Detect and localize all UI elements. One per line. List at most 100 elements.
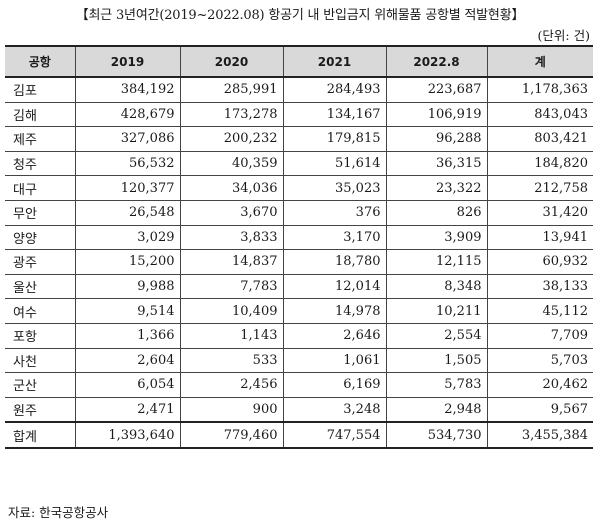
table-row: 울산 9,988 7,783 12,014 8,348 38,133	[5, 273, 593, 300]
table-cell: 56,532	[74, 150, 181, 177]
detection-table: 공항 2019 2020 2021 2022.8 계 김포 384,192 28…	[5, 45, 593, 449]
table-cell: 26,548	[74, 199, 181, 226]
table-cell: 376	[282, 199, 387, 226]
airport-name: 울산	[5, 273, 76, 300]
table-row: 사천 2,604 533 1,061 1,505 5,703	[5, 347, 593, 374]
table-cell: 34,036	[179, 175, 284, 201]
table-row: 원주 2,471 900 3,248 2,948 9,567	[5, 396, 593, 423]
table-cell: 2,456	[179, 372, 284, 398]
airport-name: 김해	[5, 101, 76, 128]
airport-name: 청주	[5, 150, 76, 177]
airport-name: 양양	[5, 224, 76, 251]
table-cell: 1,505	[385, 347, 488, 374]
airport-name: 김포	[5, 76, 76, 103]
table-cell: 1,178,363	[486, 76, 593, 103]
table-cell: 2,646	[282, 322, 387, 349]
table-cell: 51,614	[282, 150, 387, 177]
table-cell: 7,709	[486, 322, 593, 349]
table-cell: 6,054	[74, 372, 181, 398]
airport-name: 대구	[5, 175, 76, 201]
airport-name: 사천	[5, 347, 76, 374]
table-cell: 2,554	[385, 322, 488, 349]
total-cell: 779,460	[179, 421, 284, 449]
table-cell: 60,932	[486, 249, 593, 275]
table-cell: 10,211	[385, 298, 488, 324]
table-cell: 134,167	[282, 101, 387, 128]
table-cell: 3,833	[179, 224, 284, 251]
source-note: 자료: 한국공항공사	[8, 505, 109, 520]
column-header-2022-8: 2022.8	[385, 45, 488, 78]
column-header-total: 계	[486, 45, 593, 78]
total-cell: 3,455,384	[486, 421, 593, 449]
table-row: 김포 384,192 285,991 284,493 223,687 1,178…	[5, 76, 593, 103]
table-cell: 40,359	[179, 150, 284, 177]
table-cell: 18,780	[282, 249, 387, 275]
unit-label: (단위: 건)	[537, 28, 590, 43]
table-cell: 212,758	[486, 175, 593, 201]
table-cell: 1,143	[179, 322, 284, 349]
airport-name: 제주	[5, 126, 76, 152]
header-row: 공항 2019 2020 2021 2022.8 계	[5, 45, 593, 78]
table-cell: 2,604	[74, 347, 181, 374]
airport-name: 군산	[5, 372, 76, 398]
table-row: 포항 1,366 1,143 2,646 2,554 7,709	[5, 322, 593, 349]
table-cell: 120,377	[74, 175, 181, 201]
table-cell: 106,919	[385, 101, 488, 128]
table-cell: 3,670	[179, 199, 284, 226]
airport-name: 광주	[5, 249, 76, 275]
table-cell: 15,200	[74, 249, 181, 275]
table-cell: 900	[179, 396, 284, 423]
table-row: 대구 120,377 34,036 35,023 23,322 212,758	[5, 175, 593, 201]
total-cell: 534,730	[385, 421, 488, 449]
column-header-2019: 2019	[74, 45, 181, 78]
table-row: 양양 3,029 3,833 3,170 3,909 13,941	[5, 224, 593, 251]
table-row: 군산 6,054 2,456 6,169 5,783 20,462	[5, 372, 593, 398]
table-cell: 533	[179, 347, 284, 374]
table-cell: 826	[385, 199, 488, 226]
table-cell: 384,192	[74, 76, 181, 103]
table-cell: 3,248	[282, 396, 387, 423]
table-cell: 2,471	[74, 396, 181, 423]
table-cell: 9,567	[486, 396, 593, 423]
table-cell: 327,086	[74, 126, 181, 152]
table-cell: 12,014	[282, 273, 387, 300]
table-cell: 173,278	[179, 101, 284, 128]
table-cell: 10,409	[179, 298, 284, 324]
table-cell: 6,169	[282, 372, 387, 398]
table-cell: 23,322	[385, 175, 488, 201]
table-cell: 14,978	[282, 298, 387, 324]
table-row: 광주 15,200 14,837 18,780 12,115 60,932	[5, 249, 593, 275]
table-cell: 9,514	[74, 298, 181, 324]
document-title: 【최근 3년여간(2019~2022.08) 항공기 내 반입금지 위해물품 공…	[75, 8, 525, 23]
table-cell: 13,941	[486, 224, 593, 251]
table-cell: 200,232	[179, 126, 284, 152]
table-cell: 3,029	[74, 224, 181, 251]
table-row: 제주 327,086 200,232 179,815 96,288 803,42…	[5, 126, 593, 152]
column-header-2020: 2020	[179, 45, 284, 78]
table-cell: 31,420	[486, 199, 593, 226]
total-cell: 1,393,640	[74, 421, 181, 449]
table-cell: 284,493	[282, 76, 387, 103]
table-cell: 7,783	[179, 273, 284, 300]
table-cell: 96,288	[385, 126, 488, 152]
table-row: 무안 26,548 3,670 376 826 31,420	[5, 199, 593, 226]
table-cell: 184,820	[486, 150, 593, 177]
table-cell: 5,783	[385, 372, 488, 398]
table-cell: 38,133	[486, 273, 593, 300]
table-cell: 2,948	[385, 396, 488, 423]
column-header-2021: 2021	[282, 45, 387, 78]
table-cell: 14,837	[179, 249, 284, 275]
table-cell: 12,115	[385, 249, 488, 275]
table-row: 청주 56,532 40,359 51,614 36,315 184,820	[5, 150, 593, 177]
table-cell: 179,815	[282, 126, 387, 152]
table-cell: 20,462	[486, 372, 593, 398]
table-cell: 5,703	[486, 347, 593, 374]
table-cell: 1,061	[282, 347, 387, 374]
table-cell: 843,043	[486, 101, 593, 128]
total-label: 합계	[5, 421, 76, 449]
table-cell: 36,315	[385, 150, 488, 177]
table-cell: 428,679	[74, 101, 181, 128]
airport-name: 여수	[5, 298, 76, 324]
table-cell: 285,991	[179, 76, 284, 103]
table-cell: 1,366	[74, 322, 181, 349]
